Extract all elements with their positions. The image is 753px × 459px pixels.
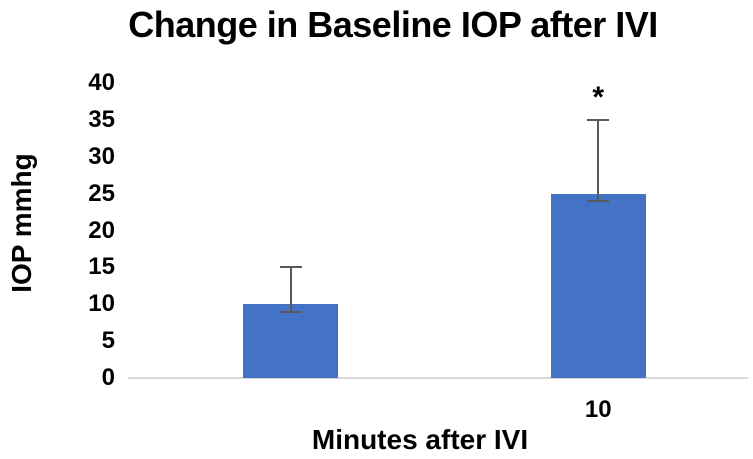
y-tick-label: 15: [88, 253, 115, 281]
x-axis-line: [128, 377, 748, 379]
x-axis-title: Minutes after IVI: [311, 424, 529, 455]
significance-asterisk: *: [592, 80, 605, 114]
error-bar-top-cap: [587, 118, 610, 121]
y-tick-label: 40: [88, 69, 115, 96]
y-axis-title: IOP mmhg: [6, 153, 37, 293]
y-tick-label: 35: [88, 105, 115, 133]
bar: [550, 193, 646, 378]
error-bar-line: [289, 267, 292, 312]
chart-title: Change in Baseline IOP after IVI: [128, 4, 658, 45]
bar: [243, 304, 339, 378]
y-tick-label: 10: [88, 290, 115, 318]
y-tick-label: 0: [101, 364, 115, 391]
x-tick-label: [251, 396, 331, 424]
y-tick-label: 20: [88, 216, 115, 244]
y-tick-label: 5: [101, 327, 115, 355]
x-tick-label: 10: [584, 396, 612, 423]
y-tick-label: 30: [88, 142, 115, 170]
error-bar-top-cap: [279, 266, 302, 269]
error-bar-line: [597, 119, 600, 201]
error-bar-bottom-cap: [587, 200, 610, 202]
y-tick-label: 25: [88, 179, 115, 207]
error-bar-bottom-cap: [279, 310, 302, 313]
